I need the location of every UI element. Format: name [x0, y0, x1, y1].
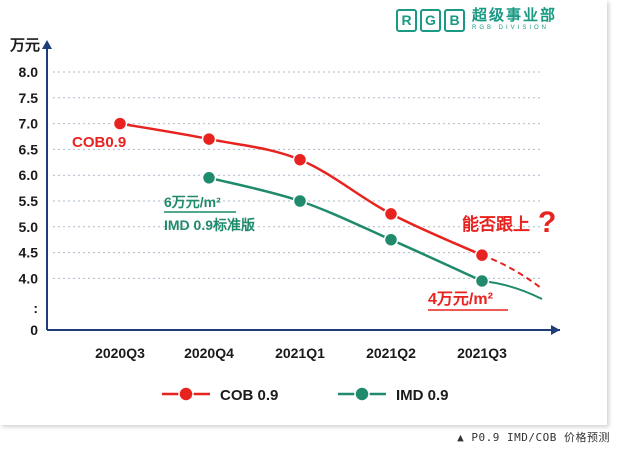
data-point: [383, 232, 399, 247]
x-tick-label: 2021Q3: [457, 345, 507, 361]
x-tick-label: 2020Q3: [95, 345, 145, 361]
y-tick-label: 0: [30, 322, 38, 338]
annotations: COB0.9 6万元/m² IMD 0.9标准版 能否跟上 ? 4万元/m²: [72, 134, 556, 311]
y-tick-label: 5.5: [19, 193, 39, 209]
y-tick-label: 4.5: [19, 245, 39, 261]
figure-caption: ▲ P0.9 IMD/COB 价格预测: [457, 431, 610, 444]
y-tick-label: 7.0: [19, 116, 39, 132]
data-point: [292, 193, 308, 209]
data-point: [292, 152, 308, 167]
logo-letter: G: [420, 8, 441, 32]
target-price-label: 4万元/m²: [428, 291, 493, 308]
series-line: [119, 122, 483, 257]
cob-label: COB0.9: [72, 134, 126, 151]
logo-letter: B: [444, 8, 465, 32]
y-tick-label: 8.0: [19, 64, 39, 80]
y-tick-label: :: [33, 300, 38, 316]
axes: 8.0 7.5 7.0 6.5 6.0 5.5 5.0 4.5 4.0: 0 万元 2020Q3 202…: [9, 37, 560, 361]
data-point: [201, 170, 217, 186]
data-point: [383, 206, 399, 222]
y-tick-label: 6.5: [19, 141, 39, 157]
imd-price-label: 6万元/m²: [164, 194, 221, 210]
series: [112, 116, 543, 300]
y-axis-arrow: [42, 40, 52, 49]
y-tick-label: 5.0: [19, 219, 39, 235]
series-line: [208, 176, 483, 283]
data-point: [201, 131, 217, 147]
logo-text: 超级事业部 RGB DIVISION: [472, 8, 557, 32]
logo-letter: R: [396, 8, 417, 32]
series-forecast: [481, 254, 543, 290]
x-tick-label: 2021Q2: [366, 345, 416, 361]
x-axis-arrow: [551, 325, 560, 335]
logo-mark: R G B: [396, 8, 468, 32]
y-unit-label: 万元: [9, 37, 40, 54]
y-tick-label: 7.5: [19, 90, 39, 106]
question-mark: ?: [538, 206, 556, 239]
y-tick-label: 4.0: [19, 270, 39, 286]
imd-label: IMD 0.9标准版: [164, 217, 255, 233]
legend: COB 0.9 IMD 0.9: [162, 386, 449, 404]
grid-lines: [53, 71, 540, 279]
x-tick-label: 2020Q4: [184, 345, 234, 361]
data-point: [474, 273, 490, 289]
data-point: [474, 247, 490, 263]
legend-label: IMD 0.9: [396, 387, 449, 404]
question-label: 能否跟上: [462, 214, 530, 234]
data-point: [112, 116, 128, 131]
logo-subtitle: RGB DIVISION: [472, 25, 550, 31]
legend-marker: [178, 386, 194, 402]
logo-title: 超级事业部: [472, 7, 558, 24]
x-tick-label: 2021Q1: [275, 345, 325, 361]
legend-label: COB 0.9: [220, 387, 278, 404]
legend-marker: [354, 386, 370, 402]
y-tick-label: 6.0: [19, 167, 39, 183]
brand-logo: R G B 超级事业部 RGB DIVISION: [396, 8, 557, 32]
